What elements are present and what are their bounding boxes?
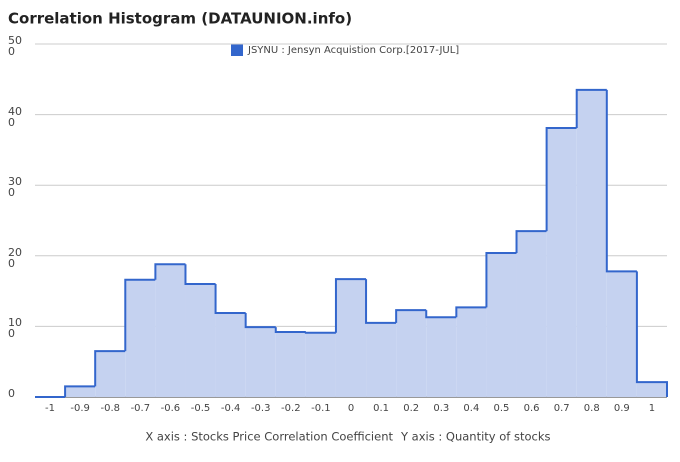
x-tick-label: -0.5 bbox=[191, 403, 211, 414]
bar-outline bbox=[515, 230, 547, 253]
histogram-bar bbox=[396, 310, 427, 397]
histogram-bar bbox=[65, 386, 96, 397]
y-tick-label: 200 bbox=[8, 245, 22, 270]
histogram-bar bbox=[245, 327, 276, 397]
histogram-bar bbox=[576, 89, 607, 397]
bar-outline bbox=[365, 279, 397, 324]
bar-outline bbox=[124, 278, 156, 352]
x-tick-label: 0.2 bbox=[403, 403, 419, 414]
histogram-bar bbox=[185, 284, 216, 397]
x-tick-label: 0 bbox=[348, 403, 354, 414]
histogram-bar bbox=[606, 271, 637, 397]
x-tick-label: 1 bbox=[649, 403, 655, 414]
histogram-bar bbox=[546, 128, 577, 397]
histogram-bar bbox=[486, 252, 517, 397]
y-tick-label: 300 bbox=[8, 175, 22, 200]
x-tick-label: 0.6 bbox=[524, 403, 540, 414]
histogram-bar bbox=[95, 351, 126, 397]
x-tick-label: -0.2 bbox=[281, 403, 301, 414]
bar-outline bbox=[485, 251, 517, 308]
x-tick-label: 0.7 bbox=[554, 403, 570, 414]
bar-outline bbox=[545, 127, 577, 232]
bar-outline bbox=[214, 284, 246, 314]
bar-outline bbox=[304, 331, 336, 334]
legend-label: JSYNU : Jensyn Acquistion Corp.[2017-JUL… bbox=[247, 45, 459, 56]
x-tick-label: -1 bbox=[45, 403, 55, 414]
bar-outline bbox=[575, 88, 607, 129]
x-tick-label: -0.1 bbox=[311, 403, 331, 414]
y-tick-label: 100 bbox=[8, 316, 22, 341]
x-tick-label: 0.1 bbox=[373, 403, 389, 414]
y-axis-label: Y axis : Quantity of stocks bbox=[400, 430, 551, 444]
y-tick-label: 500 bbox=[8, 34, 22, 58]
y-tick-label: 400 bbox=[8, 104, 22, 129]
x-tick-label: 0.5 bbox=[494, 403, 510, 414]
x-tick-label: -0.9 bbox=[70, 403, 90, 414]
bar-outline bbox=[635, 271, 668, 397]
chart-title: Correlation Histogram (DATAUNION.info) bbox=[8, 10, 352, 28]
histogram-bar bbox=[125, 279, 156, 397]
bar-outline bbox=[425, 310, 457, 319]
histogram-bar bbox=[366, 322, 397, 397]
x-tick-label: -0.6 bbox=[161, 403, 181, 414]
histogram-bar bbox=[215, 312, 246, 397]
bar-outline bbox=[64, 385, 96, 397]
histogram-bar bbox=[155, 264, 186, 397]
x-tick-label: -0.3 bbox=[251, 403, 271, 414]
histogram-bar bbox=[456, 307, 487, 397]
histogram-bar bbox=[636, 382, 667, 397]
histogram-bar bbox=[335, 279, 367, 397]
legend-swatch bbox=[231, 44, 243, 56]
bar-outline bbox=[184, 264, 216, 286]
bar-outline bbox=[455, 306, 487, 318]
bar-outline bbox=[244, 312, 276, 329]
x-tick-label: 0.3 bbox=[433, 403, 449, 414]
x-tick-label: -0.4 bbox=[221, 403, 241, 414]
histogram-bar bbox=[305, 332, 336, 397]
bar-outline bbox=[334, 278, 367, 333]
bar-outline bbox=[94, 350, 126, 387]
histogram-bar bbox=[426, 317, 457, 397]
x-tick-label: -0.7 bbox=[131, 403, 151, 414]
x-tick-label: -0.8 bbox=[100, 403, 120, 414]
histogram-bar bbox=[516, 231, 547, 397]
bar-outline bbox=[395, 309, 427, 323]
x-axis-label: X axis : Stocks Price Correlation Coeffi… bbox=[145, 430, 393, 444]
bar-outline bbox=[605, 89, 637, 273]
x-tick-label: 0.8 bbox=[584, 403, 600, 414]
histogram-bar bbox=[275, 332, 306, 397]
x-tick-label: 0.9 bbox=[614, 403, 630, 414]
x-tick-label: 0.4 bbox=[463, 403, 479, 414]
bar-outline bbox=[274, 327, 306, 334]
y-tick-label: 0 bbox=[8, 387, 15, 400]
bar-outline bbox=[154, 263, 186, 280]
